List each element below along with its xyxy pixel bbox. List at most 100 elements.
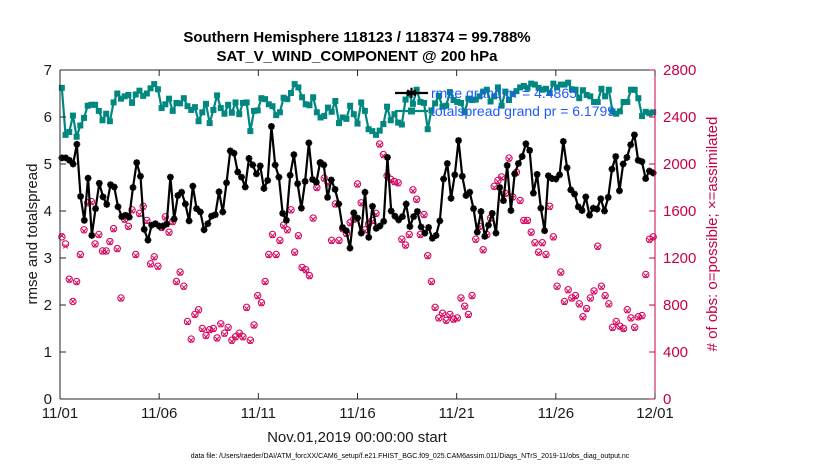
obs-possible-point xyxy=(608,323,617,332)
spread-point xyxy=(454,98,461,105)
spread-point xyxy=(328,108,335,115)
spread-point xyxy=(291,81,298,88)
obs-possible-point xyxy=(494,176,502,185)
spread-point xyxy=(217,105,224,112)
obs-assimilated-point xyxy=(506,156,512,162)
spread-point xyxy=(517,84,524,91)
spread-point xyxy=(169,107,176,114)
rmse-point-core xyxy=(415,209,420,214)
rmse-point-core xyxy=(606,195,611,200)
rmse-point-core xyxy=(628,142,633,147)
rmse-point-core xyxy=(640,159,644,164)
obs-assimilated-point xyxy=(118,296,124,302)
obs-assimilated-point xyxy=(524,219,531,225)
rmse-point-core xyxy=(419,225,423,229)
y2-tick-label: 2800 xyxy=(663,62,696,79)
chart-title: Southern Hemisphere 118123 / 118374 = 99… xyxy=(183,29,530,65)
obs-possible-point xyxy=(453,314,461,322)
spread-point xyxy=(506,97,513,104)
obs-assimilated-point xyxy=(576,302,582,308)
spread-point xyxy=(225,101,232,108)
rmse-point-core xyxy=(93,206,98,211)
obs-assimilated-point xyxy=(628,316,634,322)
obs-possible-point xyxy=(124,222,133,230)
y2-tick-label: 2400 xyxy=(663,109,696,126)
y-axis-left: 0 1 2 3 4 5 6 7 xyxy=(44,62,66,408)
obs-assimilated-point xyxy=(536,250,542,256)
obs-assimilated-point xyxy=(421,213,427,219)
rmse-point-core xyxy=(355,216,360,220)
rmse-point-core xyxy=(284,218,289,223)
spread-point xyxy=(199,109,206,116)
rmse-point-core xyxy=(322,163,326,167)
rmse-point-core xyxy=(557,173,562,177)
rmse-point-core xyxy=(456,138,461,143)
spread-point xyxy=(243,99,250,106)
obs-possible-point xyxy=(161,213,170,221)
spread-point xyxy=(247,128,254,135)
obs-possible-point xyxy=(202,331,210,340)
spread-point xyxy=(191,104,198,111)
obs-possible-point xyxy=(276,236,284,245)
spread-point xyxy=(635,95,642,102)
spread-point xyxy=(81,114,88,121)
rmse-point-core xyxy=(247,156,251,161)
spread-point xyxy=(395,119,402,126)
spread-point xyxy=(550,80,557,87)
rmse-point-core xyxy=(531,191,536,195)
spread-point xyxy=(143,90,150,97)
spread-point xyxy=(195,118,202,125)
y-tick-label: 6 xyxy=(44,109,52,126)
rmse-point-core xyxy=(632,133,637,137)
obs-assimilated-point xyxy=(111,227,117,233)
obs-possible-point xyxy=(627,314,635,322)
spread-point xyxy=(561,81,568,88)
obs-assimilated-point xyxy=(155,264,161,270)
rmse-point-core xyxy=(194,206,199,211)
rmse-point-core xyxy=(602,209,607,213)
obs-assimilated-point xyxy=(329,238,335,245)
obs-possible-point xyxy=(61,240,70,248)
obs-assimilated-point xyxy=(196,308,202,314)
obs-assimilated-point xyxy=(125,224,131,231)
spread-point xyxy=(398,121,405,128)
rmse-point-core xyxy=(363,190,367,194)
obs-assimilated-point xyxy=(273,253,279,259)
rmse-point-core xyxy=(426,225,431,230)
spread-point xyxy=(513,88,520,95)
spread-point xyxy=(372,131,379,138)
obs-possible-point xyxy=(290,248,299,256)
obs-assimilated-point xyxy=(177,270,183,276)
spread-point xyxy=(491,93,498,100)
rmse-point-core xyxy=(587,213,592,218)
obs-assimilated-point xyxy=(221,331,228,337)
rmse-point-core xyxy=(509,208,513,213)
obs-assimilated-point xyxy=(451,317,457,323)
obs-possible-point xyxy=(409,186,417,194)
y-tick-label: 7 xyxy=(44,62,52,79)
spread-point xyxy=(406,91,413,98)
obs-assimilated-point xyxy=(443,318,449,325)
spread-point xyxy=(173,99,180,106)
obs-assimilated-point xyxy=(203,334,209,340)
obs-assimilated-point xyxy=(247,338,253,344)
obs-possible-point xyxy=(95,230,103,239)
obs-assimilated-point xyxy=(428,280,434,286)
rmse-point-core xyxy=(314,180,319,185)
y-tick-label: 2 xyxy=(44,297,52,314)
spread-point xyxy=(542,85,549,92)
rmse-point-core xyxy=(535,172,539,177)
obs-assimilated-point xyxy=(621,327,627,333)
rmse-point-core xyxy=(269,124,274,129)
y-tick-label: 4 xyxy=(44,203,52,220)
rmse-point-core xyxy=(303,179,307,184)
spread-point xyxy=(66,129,73,136)
obs-possible-point xyxy=(198,324,206,333)
spread-point xyxy=(276,109,283,116)
rmse-point-core xyxy=(527,148,532,153)
obs-assimilated-point xyxy=(598,284,604,290)
obs-assimilated-point xyxy=(151,255,157,261)
obs-assimilated-point xyxy=(572,294,579,300)
spread-point xyxy=(528,80,535,87)
